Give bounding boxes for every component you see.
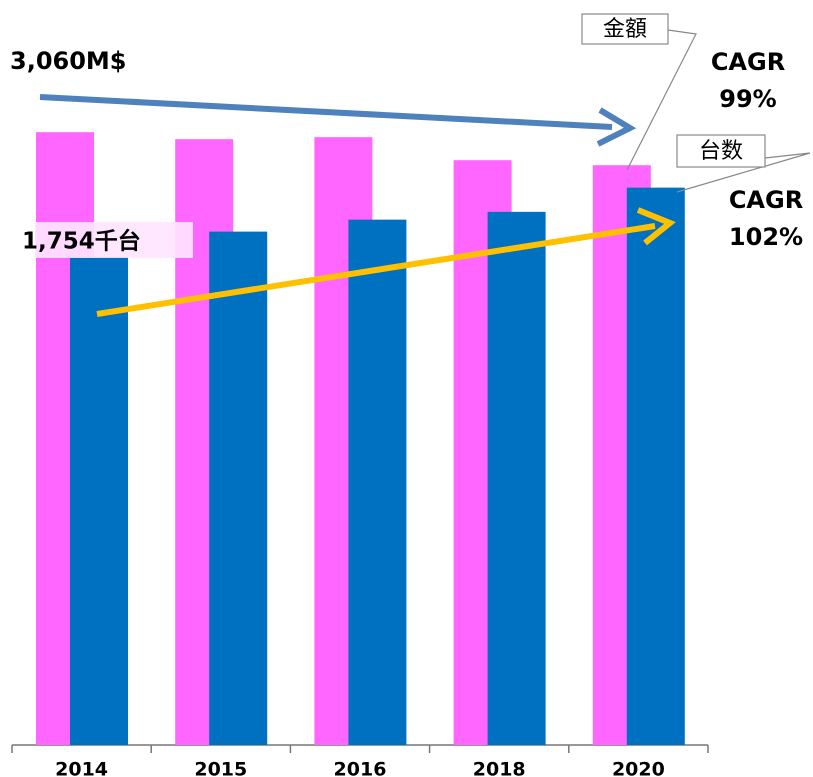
bar	[70, 256, 128, 745]
legend-label: 台数	[699, 139, 743, 164]
bar	[209, 231, 268, 745]
x-tick-label: 2015	[194, 759, 247, 777]
annotation: 99%	[719, 85, 776, 113]
trend-arrow-amount	[39, 94, 637, 147]
legend-box	[676, 134, 766, 168]
annotation: 102%	[729, 223, 803, 251]
legend-box	[581, 13, 669, 45]
x-tick-label: 2020	[612, 759, 665, 777]
bar	[487, 211, 546, 746]
x-tick-label: 2018	[473, 759, 526, 777]
x-tick-label: 2016	[334, 759, 387, 777]
value-label: 1,754千台	[22, 228, 141, 255]
bar	[348, 219, 407, 746]
legend-label: 金額	[603, 17, 647, 42]
leader-line	[676, 152, 811, 193]
x-tick-label: 2014	[55, 759, 108, 777]
trend-arrow-units	[96, 207, 676, 317]
value-label: 3,060M$	[10, 47, 127, 75]
leader-line	[626, 29, 697, 171]
bar	[626, 187, 685, 745]
annotation: CAGR	[729, 186, 803, 214]
annotation: CAGR	[711, 48, 785, 76]
label-bg	[35, 222, 193, 258]
